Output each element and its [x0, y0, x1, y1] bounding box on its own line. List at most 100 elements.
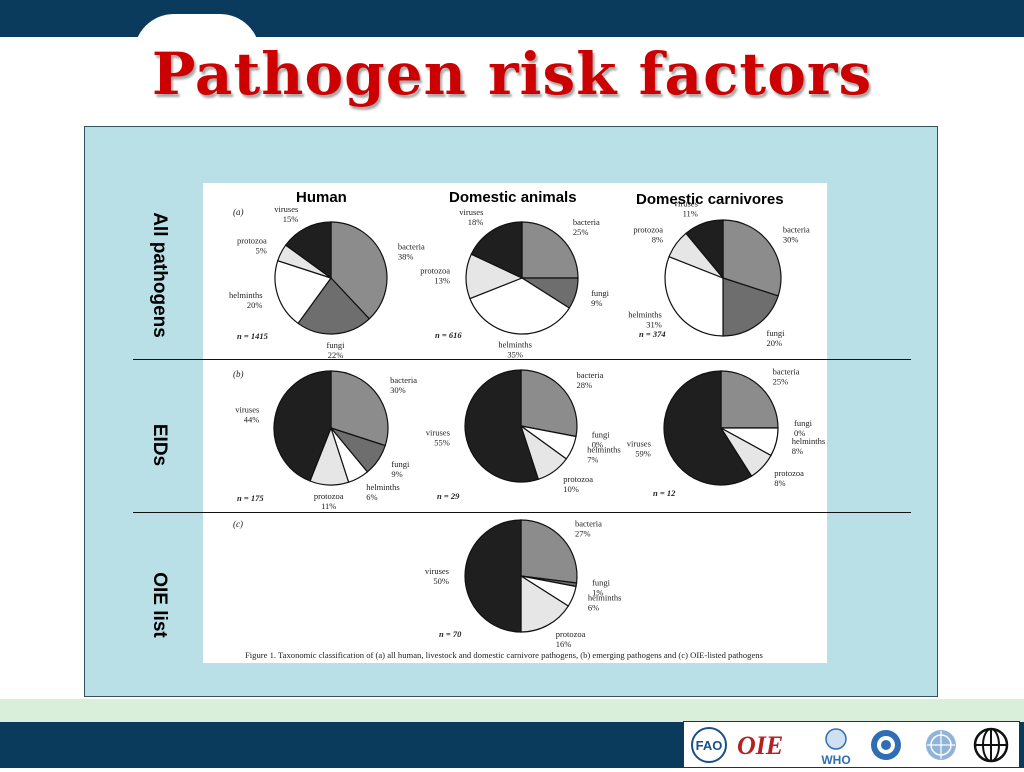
svg-text:FAO: FAO: [696, 738, 723, 753]
slice-value-viruses: 55%: [434, 437, 450, 447]
slice-label-viruses: viruses: [235, 404, 259, 414]
slice-label-viruses: viruses: [674, 198, 698, 208]
slice-label-helminths: helminths: [229, 290, 263, 300]
slice-label-fungi: fungi: [591, 288, 610, 298]
slice-value-helminths: 8%: [792, 446, 803, 456]
pie-slice-fungi: [297, 277, 371, 335]
slice-label-helminths: helminths: [588, 593, 622, 603]
pie-charts-svg: (a)(b)(c)bacteria38%fungi22%helminths20%…: [229, 198, 825, 660]
slice-value-fungi: 20%: [767, 338, 783, 348]
slice-value-helminths: 31%: [646, 320, 662, 330]
header-tab-shape: [134, 14, 260, 54]
slice-label-viruses: viruses: [459, 207, 483, 217]
slice-value-bacteria: 30%: [783, 235, 799, 245]
slice-label-viruses: viruses: [627, 438, 651, 448]
slice-label-helminths: helminths: [587, 445, 621, 455]
slice-label-viruses: viruses: [425, 566, 449, 576]
slice-label-bacteria: bacteria: [398, 242, 425, 252]
slice-label-protozoa: protozoa: [314, 491, 344, 501]
row-divider-1: [133, 359, 911, 360]
row-label-all-pathogens: All pathogens: [149, 212, 170, 338]
sample-size-label: n = 616: [435, 330, 462, 340]
pie-slice-viruses: [663, 370, 753, 486]
slice-value-fungi: 1%: [592, 587, 603, 597]
slice-label-protozoa: protozoa: [563, 474, 593, 484]
slice-label-protozoa: protozoa: [633, 225, 663, 235]
slice-value-protozoa: 5%: [255, 245, 266, 255]
slice-value-viruses: 44%: [244, 414, 260, 424]
slice-label-bacteria: bacteria: [390, 375, 417, 385]
slice-value-fungi: 9%: [591, 298, 602, 308]
panel-letter: (a): [233, 207, 244, 217]
pie-slice-viruses: [470, 221, 523, 279]
slice-label-protozoa: protozoa: [774, 468, 804, 478]
slice-label-bacteria: bacteria: [577, 370, 604, 380]
pie-slice-viruses: [273, 370, 332, 482]
slice-label-fungi: fungi: [767, 328, 786, 338]
slice-value-protozoa: 8%: [774, 478, 785, 488]
pie-slice-bacteria: [521, 221, 579, 279]
slice-value-bacteria: 30%: [390, 385, 406, 395]
oie-logo: OIE: [737, 731, 783, 760]
column-header-domestic-animals: Domestic animals: [449, 189, 577, 206]
un-logo: [926, 730, 956, 760]
sample-size-label: n = 175: [237, 493, 264, 503]
partner-logos: FAO OIE WHO: [683, 721, 1020, 768]
pie-slice-helminths: [274, 259, 332, 325]
pie-slice-bacteria: [722, 219, 782, 297]
pie-slice-viruses: [685, 219, 724, 280]
pie-chart-5: bacteria25%fungi0%helminths8%protozoa8%v…: [627, 366, 825, 498]
slice-value-helminths: 6%: [366, 492, 377, 502]
slice-label-fungi: fungi: [794, 418, 813, 428]
sample-size-label: n = 1415: [237, 331, 269, 341]
sample-size-label: n = 29: [437, 491, 460, 501]
pie-slice-viruses: [464, 369, 540, 483]
slice-label-bacteria: bacteria: [573, 217, 600, 227]
bottom-strip: [0, 699, 1024, 722]
row-label-oie-list: OIE list: [149, 572, 170, 638]
pie-slice-helminths: [469, 277, 571, 335]
slice-value-protozoa: 13%: [434, 276, 450, 286]
slice-label-fungi: fungi: [391, 459, 410, 469]
slice-value-viruses: 18%: [468, 217, 484, 227]
pie-slice-protozoa: [520, 574, 570, 633]
slice-value-bacteria: 25%: [773, 376, 789, 386]
slice-value-protozoa: 8%: [652, 235, 663, 245]
pie-slice-bacteria: [520, 519, 578, 584]
pie-figure: (a) (b) (c) bacteria 38% fungi 22% helminths 20%…: [203, 183, 827, 663]
slice-label-protozoa: protozoa: [237, 235, 267, 245]
slice-label-viruses: viruses: [274, 204, 298, 214]
column-header-human: Human: [296, 189, 347, 206]
who-logo: WHO: [821, 728, 851, 767]
slice-value-helminths: 6%: [588, 603, 599, 613]
figure-caption: Figure 1. Taxonomic classification of (a…: [245, 650, 764, 660]
sample-size-label: n = 70: [439, 629, 462, 639]
slice-label-viruses: viruses: [426, 427, 450, 437]
slice-label-helminths: helminths: [366, 482, 400, 492]
row-label-eids: EIDs: [149, 423, 170, 467]
slice-value-viruses: 15%: [283, 214, 299, 224]
slice-value-bacteria: 27%: [575, 528, 591, 538]
slice-value-protozoa: 11%: [321, 501, 336, 511]
column-header-domestic-carnivores: Domestic carnivores: [636, 191, 784, 208]
slice-label-fungi: fungi: [592, 430, 611, 440]
pie-slice-bacteria: [520, 369, 578, 438]
slice-label-helminths: helminths: [628, 310, 662, 320]
slice-value-fungi: 0%: [592, 440, 603, 450]
panel-letter: (b): [233, 369, 244, 379]
svg-text:OIE: OIE: [737, 731, 783, 760]
slice-label-bacteria: bacteria: [773, 366, 800, 376]
slice-label-bacteria: bacteria: [783, 225, 810, 235]
slice-label-protozoa: protozoa: [420, 266, 450, 276]
pie-slice-fungi: [722, 277, 779, 337]
slice-value-protozoa: 16%: [556, 639, 572, 649]
slice-value-helminths: 20%: [247, 300, 263, 310]
pie-slice-bacteria: [330, 221, 388, 320]
slice-label-bacteria: bacteria: [575, 518, 602, 528]
